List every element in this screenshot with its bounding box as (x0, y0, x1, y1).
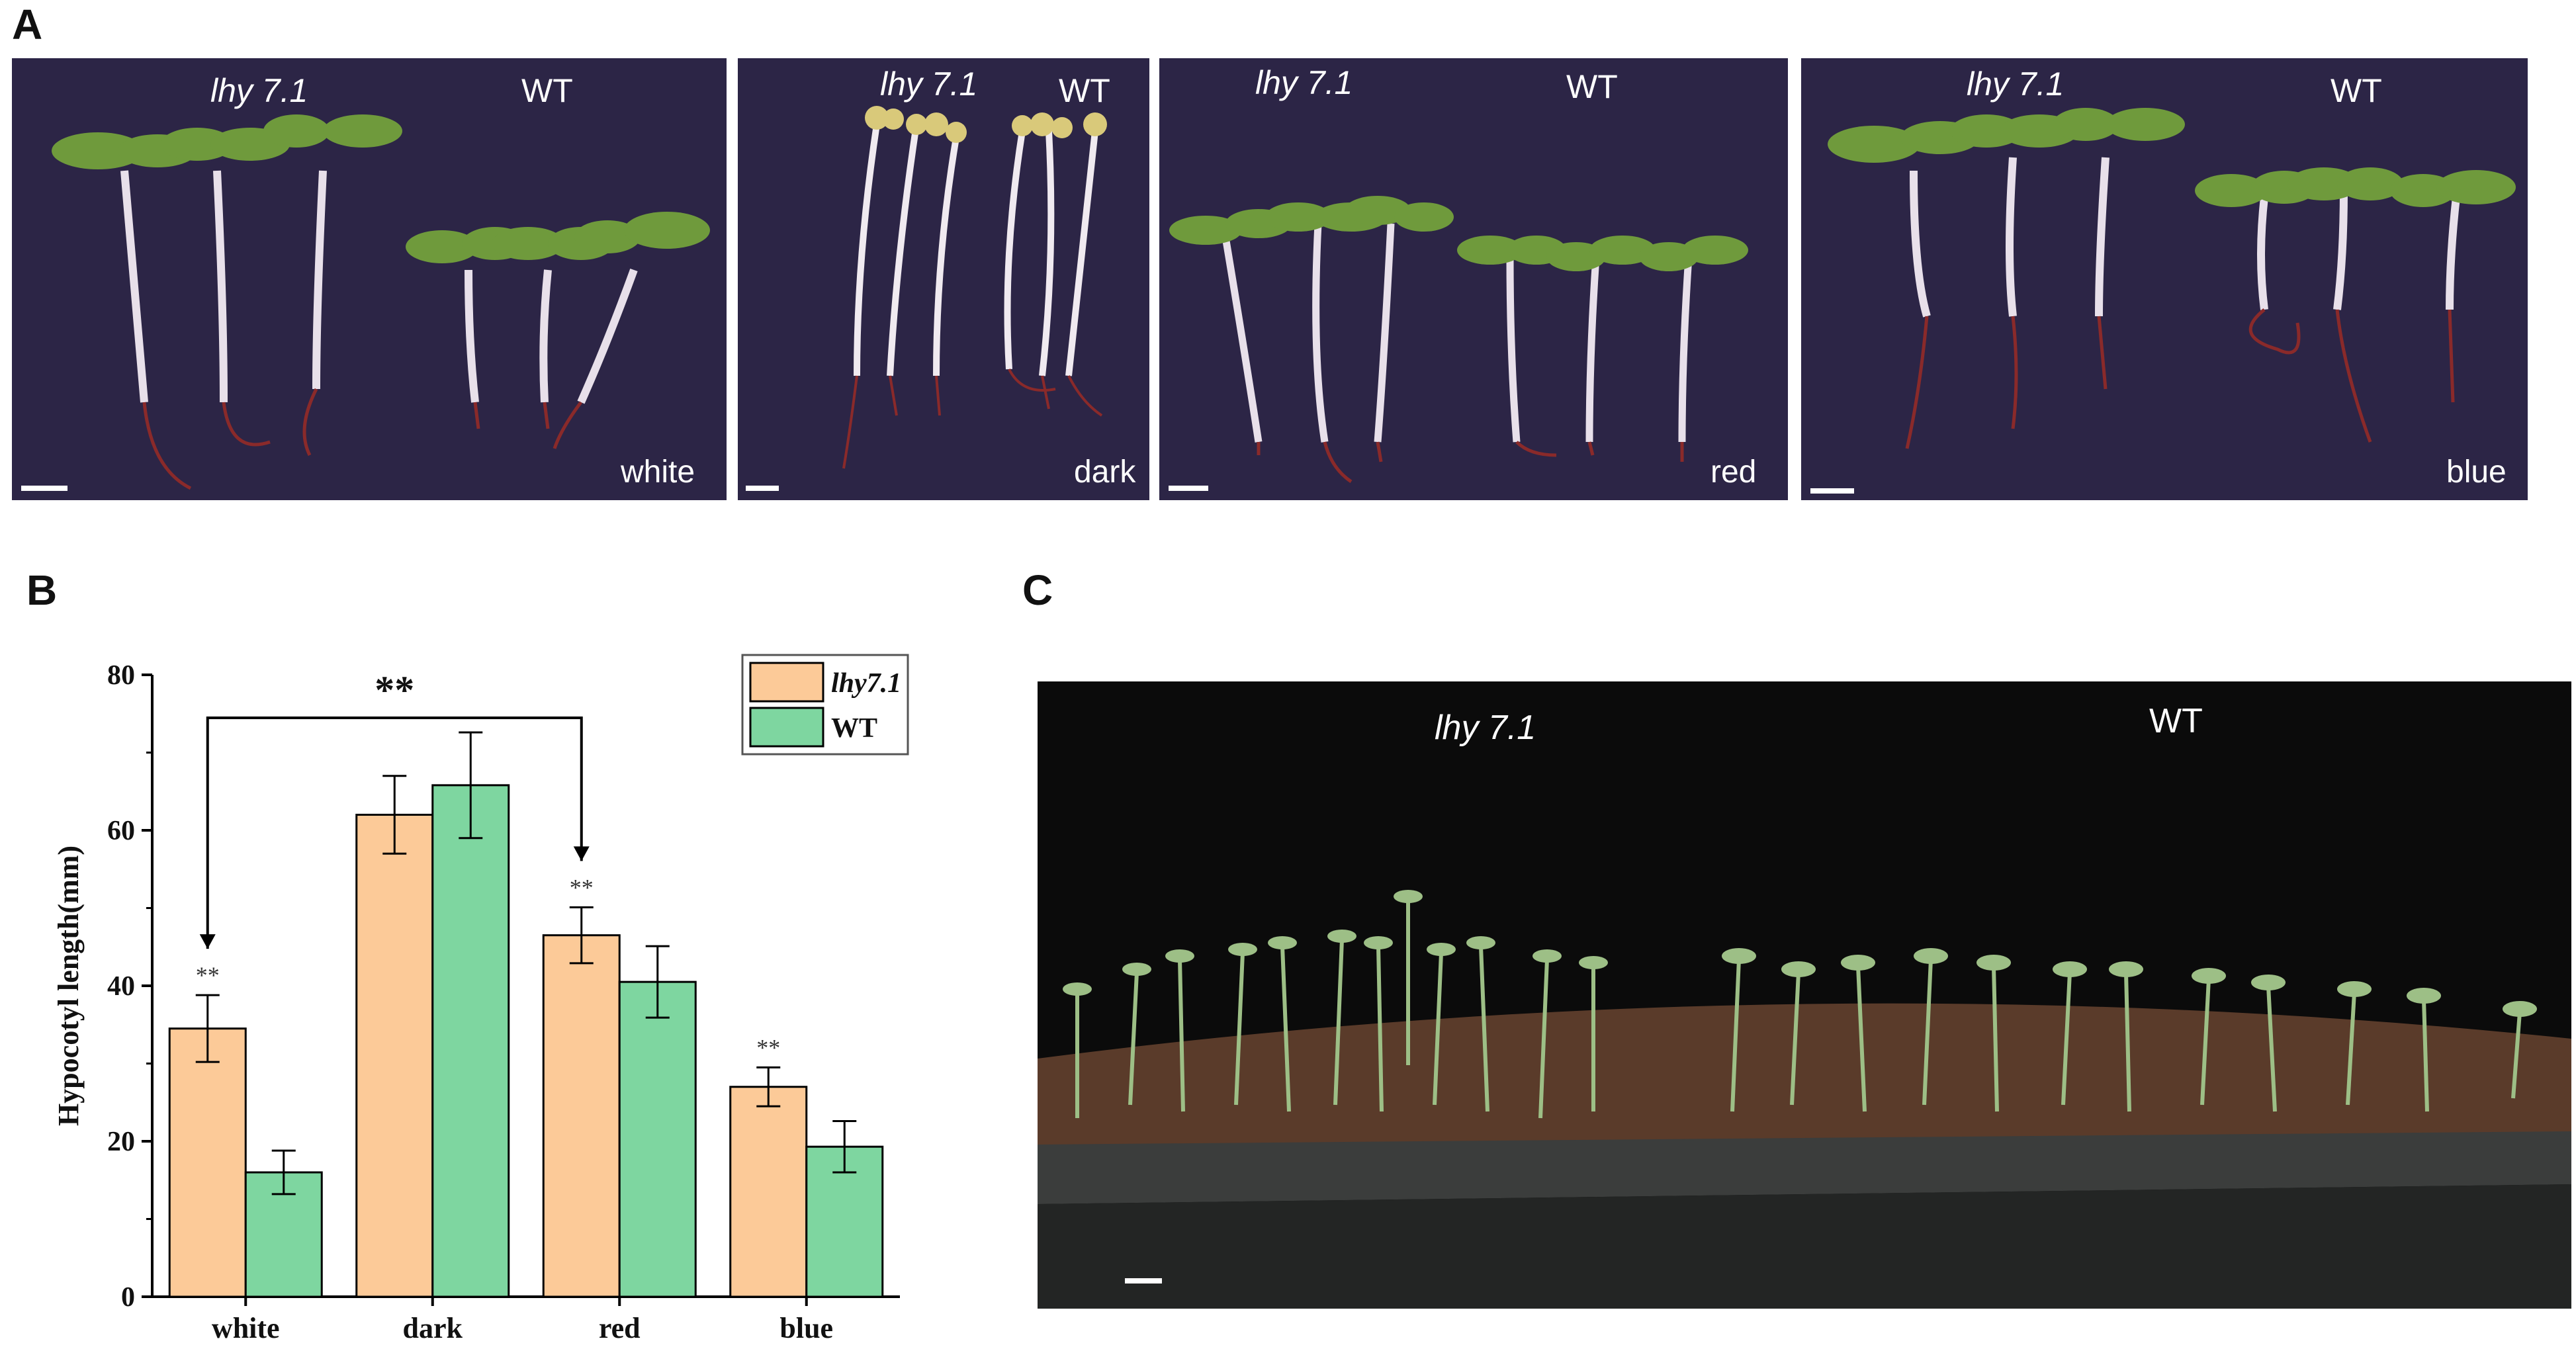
y-tick-label: 0 (121, 1282, 135, 1313)
tray-scale-bar (1125, 1278, 1162, 1284)
bar-blue-mutant (729, 1086, 808, 1298)
photo-white-wt-label: WT (521, 72, 573, 109)
bars (168, 784, 884, 1298)
significance-mark-blue: ** (756, 1034, 780, 1061)
photo-blue-wt-label: WT (2331, 72, 2382, 109)
significance-mark-red: ** (570, 874, 594, 900)
y-axis-label: Hypocotyl length(mm) (52, 846, 85, 1126)
photo-red-wt-label: WT (1566, 68, 1618, 105)
bar-red-mutant (542, 934, 621, 1298)
x-tick-label: dark (403, 1312, 463, 1344)
x-tick-label: blue (779, 1312, 833, 1344)
legend-swatch-mutant (749, 662, 824, 703)
y-tick-label: 20 (107, 1127, 135, 1157)
photo-white-scale-bar (21, 486, 67, 491)
photo-white-condition: lhy 7.1 WT white (12, 58, 727, 500)
x-tick-label: red (599, 1312, 641, 1344)
bar-red-wt (618, 980, 697, 1298)
seedlings-white-illustration (52, 114, 710, 490)
y-tick-label: 80 (107, 660, 135, 691)
tray-mutant-label: lhy 7.1 (1435, 709, 1536, 747)
photo-red-condition-label: red (1710, 455, 1757, 490)
significance-mark-white: ** (196, 962, 220, 988)
photo-blue-mutant-label: lhy 7.1 (1967, 65, 2065, 103)
photo-blue-scale-bar (1810, 488, 1854, 494)
hypocotyl-bar-chart: 0 20 40 60 80 Hypocotyl length(mm) white dark r… (52, 654, 909, 1344)
panel-a-letter: A (12, 1, 43, 48)
legend-label-wt: WT (831, 713, 877, 744)
tray-wt-label: WT (2149, 702, 2203, 740)
photo-red-scale-bar (1169, 486, 1208, 491)
error-bars (195, 731, 857, 1196)
photo-dark-mutant-label: lhy 7.1 (880, 65, 978, 103)
photo-blue-condition-label: blue (2446, 455, 2507, 490)
panel-c-letter: C (1022, 566, 1053, 614)
photo-white-condition-label: white (621, 455, 695, 490)
x-axis: white dark red blue (152, 1295, 900, 1344)
seedlings-blue-illustration (1828, 108, 2516, 449)
bracket-arrow-left (199, 934, 216, 949)
y-axis: 0 20 40 60 80 Hypocotyl length(mm) (52, 660, 154, 1313)
photo-dark-condition: lhy 7.1 WT dark (738, 58, 1149, 500)
seedling-tray-illustration (1038, 890, 2571, 1309)
photo-seedling-tray: lhy 7.1 WT (1038, 681, 2571, 1309)
photo-red-mutant-label: lhy 7.1 (1255, 64, 1353, 101)
x-tick-label: white (212, 1312, 280, 1344)
bar-white-mutant (168, 1027, 247, 1298)
significance-bracket (206, 717, 583, 949)
bar-dark-wt (431, 784, 510, 1298)
photo-dark-wt-label: WT (1059, 72, 1110, 109)
photo-red-condition: lhy 7.1 WT red (1159, 58, 1788, 500)
legend-label-mutant: lhy7.1 (831, 668, 901, 699)
photo-dark-condition-label: dark (1074, 455, 1136, 490)
bracket-label: ** (375, 668, 414, 712)
bar-dark-mutant (355, 814, 434, 1298)
bar-white-wt (244, 1171, 323, 1298)
photo-white-mutant-label: lhy 7.1 (210, 72, 308, 109)
panel-b-letter: B (26, 566, 58, 614)
seedlings-dark-illustration (842, 106, 1107, 469)
photo-dark-scale-bar (746, 486, 779, 491)
bracket-arrow-right (573, 846, 590, 861)
significance-marks: ** ** ** ** (196, 668, 781, 1061)
y-tick-label: 60 (107, 816, 135, 846)
legend: lhy7.1 WT (741, 654, 909, 756)
photo-blue-condition: lhy 7.1 WT blue (1801, 58, 2528, 500)
y-tick-label: 40 (107, 971, 135, 1002)
legend-swatch-wt (749, 707, 824, 748)
seedlings-red-illustration (1169, 196, 1748, 484)
